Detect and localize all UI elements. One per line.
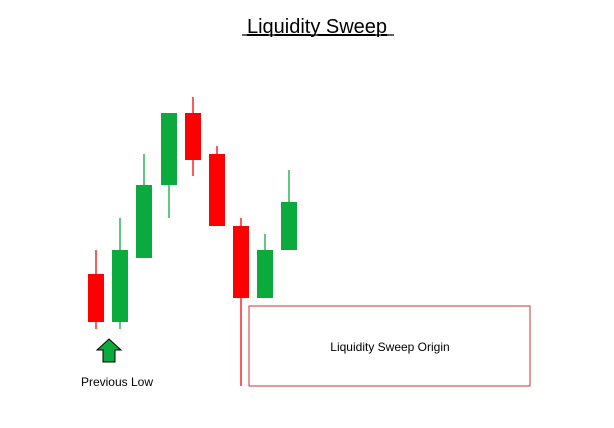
candle-body-bullish: [281, 202, 297, 250]
candle-body-bullish: [161, 113, 177, 185]
previous-low-label: Previous Low: [81, 375, 153, 389]
candle-body-bullish: [257, 250, 273, 298]
liquidity-sweep-origin-box: [248, 305, 531, 387]
candle-body-bullish: [136, 185, 152, 258]
up-arrow-icon: [95, 338, 123, 363]
candle-body-bearish: [209, 154, 225, 226]
liquidity-sweep-origin-label: Liquidity Sweep Origin: [330, 340, 449, 354]
candle-body-bearish: [185, 113, 201, 160]
candle-body-bearish: [233, 226, 249, 298]
candle-body-bullish: [112, 250, 128, 322]
chart-title: Liquidity Sweep: [247, 16, 387, 38]
annotations-group: Previous Low Liquidity Sweep Origin: [81, 305, 531, 389]
candles-group: [88, 97, 297, 386]
candle-body-bearish: [88, 274, 104, 322]
